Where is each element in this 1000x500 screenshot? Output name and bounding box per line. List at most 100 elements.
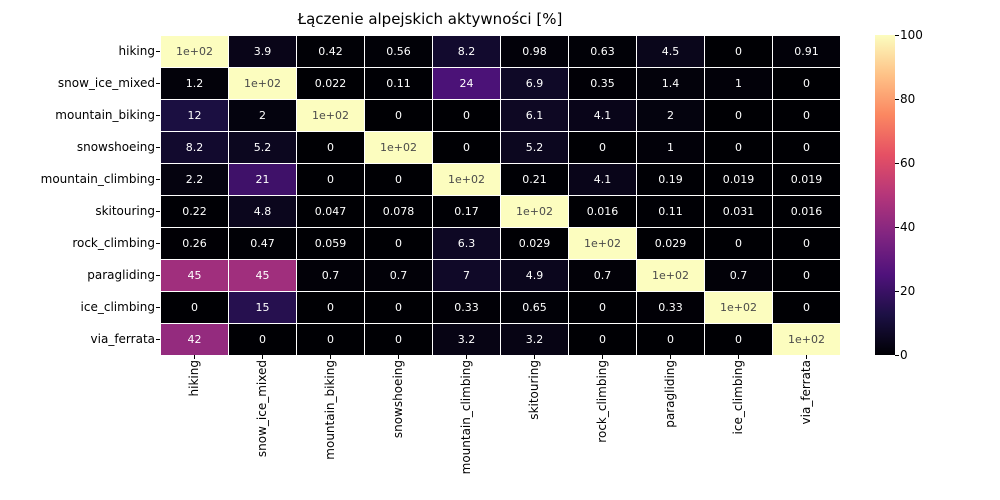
heatmap-cell: 0 bbox=[705, 100, 773, 132]
colorbar-tick-label: 40 bbox=[900, 220, 950, 234]
heatmap-cell: 0 bbox=[365, 324, 433, 356]
heatmap-cell: 0 bbox=[297, 292, 365, 324]
heatmap-cell: 0 bbox=[161, 292, 229, 324]
x-tick-label: snowshoeing bbox=[364, 360, 432, 490]
heatmap-cell: 0 bbox=[365, 100, 433, 132]
heatmap-cell: 1e+02 bbox=[637, 260, 705, 292]
y-axis-labels: hikingsnow_ice_mixedmountain_bikingsnows… bbox=[0, 35, 155, 355]
heatmap-cell: 2 bbox=[637, 100, 705, 132]
heatmap-cell: 8.2 bbox=[161, 132, 229, 164]
colorbar-labels: 020406080100 bbox=[900, 35, 960, 355]
heatmap-cell: 15 bbox=[229, 292, 297, 324]
x-tick-label: ice_climbing bbox=[704, 360, 772, 490]
heatmap-cell: 0.21 bbox=[501, 164, 569, 196]
heatmap-cell: 2.2 bbox=[161, 164, 229, 196]
heatmap-cell: 0.91 bbox=[773, 36, 841, 68]
heatmap-cell: 0 bbox=[773, 228, 841, 260]
heatmap-cell: 0 bbox=[229, 324, 297, 356]
y-tick-label: skitouring bbox=[0, 195, 155, 227]
heatmap-cell: 0.7 bbox=[569, 260, 637, 292]
heatmap-cell: 3.9 bbox=[229, 36, 297, 68]
heatmap-cell: 0.11 bbox=[365, 68, 433, 100]
y-tick-label: mountain_climbing bbox=[0, 163, 155, 195]
heatmap-cell: 0 bbox=[705, 324, 773, 356]
heatmap-cell: 0.98 bbox=[501, 36, 569, 68]
heatmap-cell: 0.22 bbox=[161, 196, 229, 228]
x-tick-label: via_ferrata bbox=[772, 360, 840, 490]
y-tick-label: hiking bbox=[0, 35, 155, 67]
heatmap-cell: 3.2 bbox=[433, 324, 501, 356]
chart-stage: Łączenie alpejskich aktywności [%] hikin… bbox=[0, 0, 1000, 500]
heatmap-cell: 0.031 bbox=[705, 196, 773, 228]
heatmap-cell: 4.1 bbox=[569, 100, 637, 132]
heatmap-cell: 6.9 bbox=[501, 68, 569, 100]
heatmap-cell: 0 bbox=[705, 36, 773, 68]
heatmap-cell: 0 bbox=[433, 100, 501, 132]
heatmap-cell: 0.016 bbox=[569, 196, 637, 228]
x-tick-label: hiking bbox=[160, 360, 228, 490]
heatmap-cell: 1 bbox=[705, 68, 773, 100]
heatmap-cell: 0.029 bbox=[637, 228, 705, 260]
heatmap-cell: 5.2 bbox=[229, 132, 297, 164]
x-tick-label: paragliding bbox=[636, 360, 704, 490]
heatmap-cell: 4.5 bbox=[637, 36, 705, 68]
heatmap-cell: 1e+02 bbox=[569, 228, 637, 260]
heatmap-cell: 0.56 bbox=[365, 36, 433, 68]
heatmap-cell: 0 bbox=[297, 132, 365, 164]
heatmap-cell: 1e+02 bbox=[501, 196, 569, 228]
colorbar bbox=[875, 35, 895, 355]
colorbar-tick-label: 60 bbox=[900, 156, 950, 170]
heatmap-cell: 0.33 bbox=[637, 292, 705, 324]
heatmap-cell: 0 bbox=[705, 228, 773, 260]
heatmap-cell: 1e+02 bbox=[773, 324, 841, 356]
heatmap-cell: 0 bbox=[569, 132, 637, 164]
heatmap-cell: 0.059 bbox=[297, 228, 365, 260]
heatmap-cell: 4.1 bbox=[569, 164, 637, 196]
heatmap-cell: 3.2 bbox=[501, 324, 569, 356]
heatmap-cell: 24 bbox=[433, 68, 501, 100]
heatmap-cell: 0 bbox=[705, 132, 773, 164]
heatmap-cell: 0 bbox=[433, 132, 501, 164]
heatmap-cell: 0 bbox=[773, 260, 841, 292]
heatmap-cell: 1e+02 bbox=[161, 36, 229, 68]
heatmap-cell: 1e+02 bbox=[297, 100, 365, 132]
heatmap-cell: 45 bbox=[161, 260, 229, 292]
y-tick-label: snow_ice_mixed bbox=[0, 67, 155, 99]
chart-title: Łączenie alpejskich aktywności [%] bbox=[0, 10, 860, 28]
heatmap-cell: 6.1 bbox=[501, 100, 569, 132]
colorbar-tick-label: 20 bbox=[900, 284, 950, 298]
y-tick-label: rock_climbing bbox=[0, 227, 155, 259]
y-tick-label: mountain_biking bbox=[0, 99, 155, 131]
heatmap-cell: 0 bbox=[365, 228, 433, 260]
x-tick-label: snow_ice_mixed bbox=[228, 360, 296, 490]
heatmap-cell: 1e+02 bbox=[229, 68, 297, 100]
heatmap-cell: 1.4 bbox=[637, 68, 705, 100]
heatmap-cell: 0.47 bbox=[229, 228, 297, 260]
heatmap-cell: 4.9 bbox=[501, 260, 569, 292]
heatmap-cell: 0.35 bbox=[569, 68, 637, 100]
heatmap-cell: 5.2 bbox=[501, 132, 569, 164]
heatmap-cell: 0 bbox=[773, 68, 841, 100]
heatmap-cell: 0.019 bbox=[773, 164, 841, 196]
heatmap-cell: 42 bbox=[161, 324, 229, 356]
heatmap-cell: 0.078 bbox=[365, 196, 433, 228]
colorbar-tick-label: 80 bbox=[900, 92, 950, 106]
colorbar-tick-label: 100 bbox=[900, 28, 950, 42]
heatmap-cell: 7 bbox=[433, 260, 501, 292]
heatmap-cell: 0.11 bbox=[637, 196, 705, 228]
heatmap-cell: 0.19 bbox=[637, 164, 705, 196]
x-tick-label: rock_climbing bbox=[568, 360, 636, 490]
heatmap-cell: 0 bbox=[773, 100, 841, 132]
heatmap-cell: 0.019 bbox=[705, 164, 773, 196]
y-tick-label: paragliding bbox=[0, 259, 155, 291]
heatmap-cell: 45 bbox=[229, 260, 297, 292]
heatmap-cell: 0 bbox=[365, 164, 433, 196]
heatmap-grid: 1e+023.90.420.568.20.980.634.500.911.21e… bbox=[160, 35, 841, 356]
heatmap-cell: 0.63 bbox=[569, 36, 637, 68]
y-tick-label: ice_climbing bbox=[0, 291, 155, 323]
x-tick-label: skitouring bbox=[500, 360, 568, 490]
heatmap-cell: 0 bbox=[773, 132, 841, 164]
heatmap-cell: 1e+02 bbox=[705, 292, 773, 324]
heatmap-cell: 21 bbox=[229, 164, 297, 196]
heatmap-cell: 6.3 bbox=[433, 228, 501, 260]
